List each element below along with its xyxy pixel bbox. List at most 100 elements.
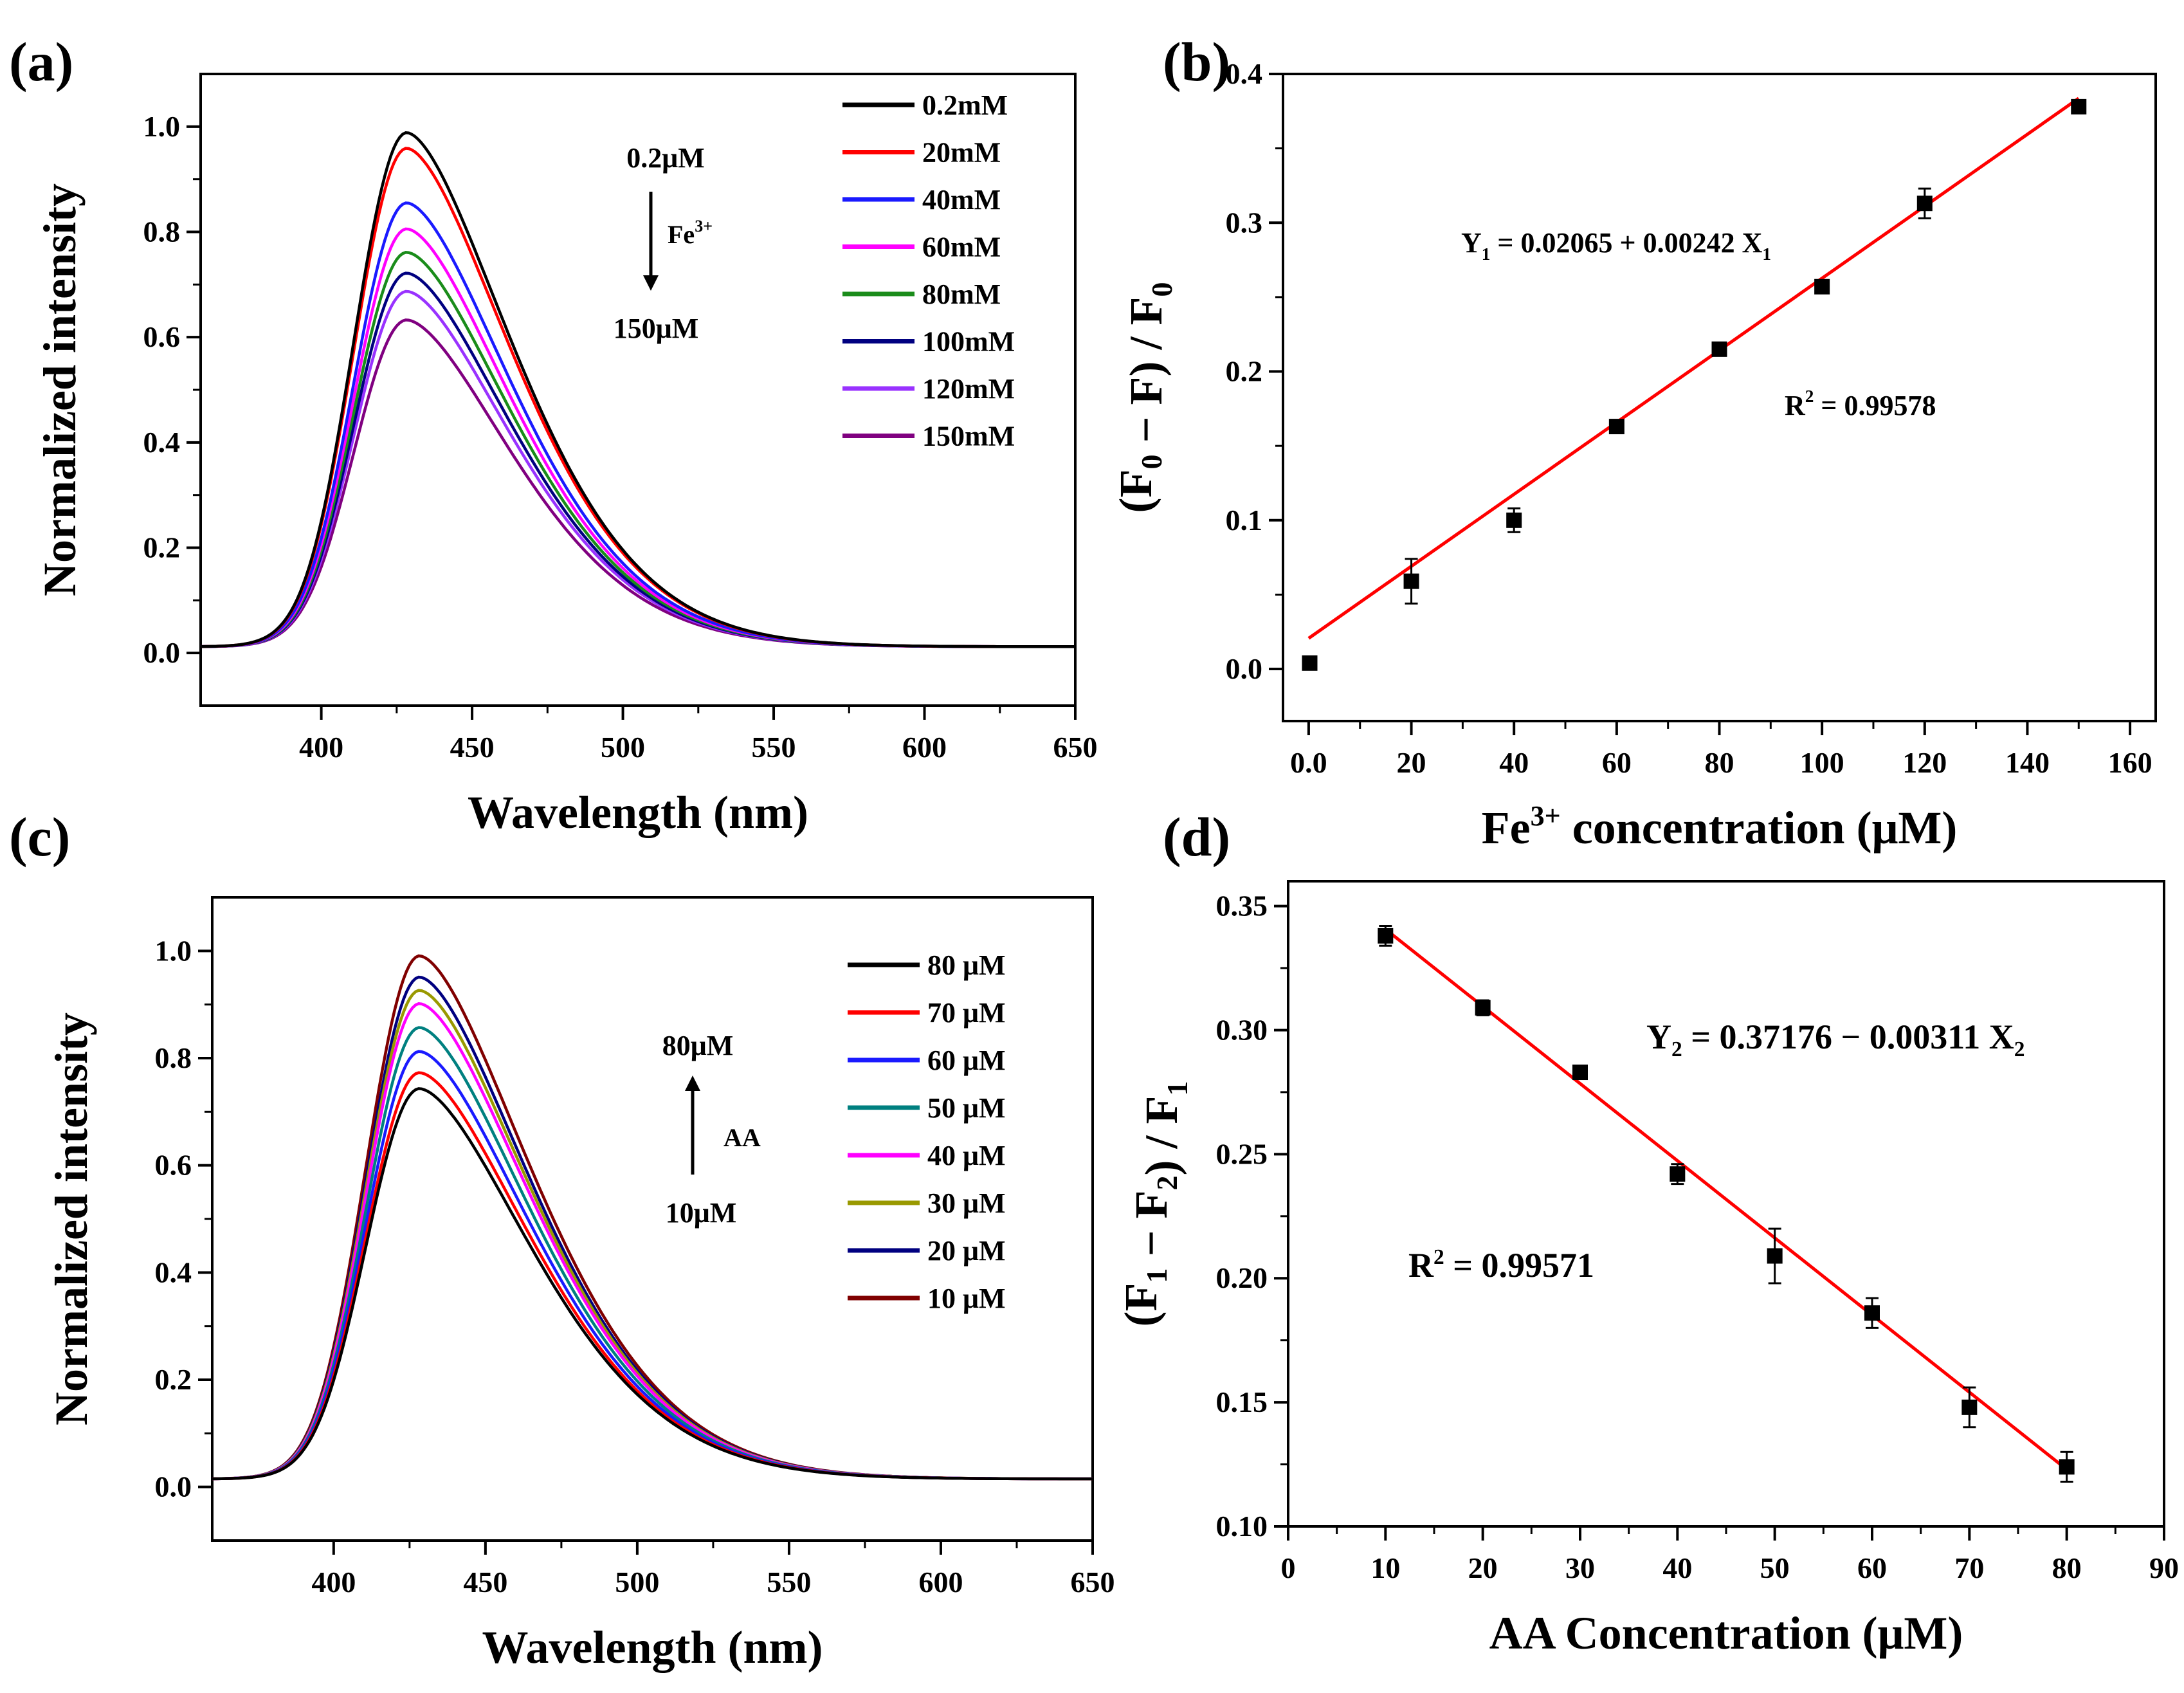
fit-line <box>1307 96 2080 640</box>
y-tick-label: 0.6 <box>143 320 181 353</box>
x-tick-label: 600 <box>902 731 947 764</box>
panel-label: (a) <box>9 31 73 93</box>
legend-label: 60mM <box>922 232 1001 263</box>
x-axis-title: Wavelength (nm) <box>468 787 808 838</box>
x-tick-label: 20 <box>1468 1551 1498 1584</box>
legend-label: 30 μM <box>927 1187 1005 1219</box>
fit-equation: Y2 = 0.37176 − 0.00311 X2 <box>1646 1018 2025 1061</box>
x-tick-label: 0 <box>1281 1551 1296 1584</box>
legend: 0.2mM 20mM 40mM 60mM 80mM 100mM 120mM 150mM <box>842 89 1015 452</box>
data-point <box>1916 196 1933 212</box>
panel-label: (d) <box>1163 806 1230 868</box>
legend-label: 60 μM <box>927 1045 1005 1076</box>
y-tick-label: 1.0 <box>155 934 192 967</box>
x-tick-label: 650 <box>1053 731 1098 764</box>
x-axis-title: Wavelength (nm) <box>482 1622 823 1673</box>
y-tick-label: 0.0 <box>1226 652 1263 685</box>
annotation-label: AA <box>723 1123 761 1152</box>
x-tick-label: 450 <box>463 1566 507 1598</box>
x-tick-label: 60 <box>1602 746 1632 779</box>
data-point <box>1767 1248 1783 1264</box>
data-point <box>1961 1399 1978 1415</box>
annotation-label: Fe3+ <box>668 217 713 249</box>
data-point <box>1711 341 1727 357</box>
y-tick-label: 0.2 <box>1226 355 1263 388</box>
r-squared: R2 = 0.99578 <box>1785 387 1936 421</box>
annotation-top: 80μM <box>662 1030 733 1061</box>
legend-label: 120mM <box>922 373 1015 405</box>
x-tick-label: 20 <box>1397 746 1426 779</box>
fit-equation: Y1 = 0.02065 + 0.00242 X1 <box>1461 227 1771 264</box>
series-line <box>201 131 1075 648</box>
data-point <box>2071 98 2087 114</box>
panel-b: (b) 0.0 20 40 60 80 100 120 140 160 0.0 0.1 0.2 0.3 0.… <box>1110 31 2157 854</box>
x-tick-label: 50 <box>1760 1551 1790 1584</box>
x-tick-label: 30 <box>1565 1551 1595 1584</box>
x-tick-label: 400 <box>299 731 343 764</box>
y-tick-label: 0.1 <box>1226 504 1263 536</box>
x-tick-label: 160 <box>2108 746 2152 779</box>
legend-label: 40mM <box>922 184 1001 215</box>
data-point <box>1302 655 1318 671</box>
y-tick-label: 0.4 <box>155 1256 192 1288</box>
x-tick-label: 60 <box>1857 1551 1887 1584</box>
x-tick-label: 650 <box>1071 1566 1115 1598</box>
panel-a: (a) 400 450 500 550 600 650 0.0 0.2 0.4 0.6 0.8 1.0 W… <box>9 31 1098 838</box>
annotation-top: 0.2μM <box>626 142 704 174</box>
series-line <box>201 318 1075 648</box>
legend-label: 40 μM <box>927 1140 1005 1171</box>
legend: 80 μM 70 μM 60 μM 50 μM 40 μM 30 μM 20 μM 10 μM <box>848 949 1005 1314</box>
plot-frame <box>211 896 1094 1542</box>
series-line <box>212 1087 1093 1481</box>
data-point <box>2059 1459 2075 1475</box>
x-tick-label: 0.0 <box>1290 746 1327 779</box>
series-line <box>212 1071 1093 1481</box>
x-tick-label: 400 <box>311 1566 356 1598</box>
y-tick-label: 0.8 <box>155 1041 192 1074</box>
y-tick-label: 0.30 <box>1216 1013 1268 1046</box>
legend-label: 50 μM <box>927 1092 1005 1124</box>
x-axis-title: AA Concentration (μM) <box>1489 1607 1963 1659</box>
legend-label: 150mM <box>922 421 1015 452</box>
y-tick-label: 1.0 <box>143 110 181 143</box>
panel-c: (c) 400 450 500 550 600 650 0.0 0.2 0.4 0.6 0.8 1.0 W… <box>9 806 1115 1673</box>
y-tick-label: 0.4 <box>1226 57 1263 90</box>
y-tick-label: 0.2 <box>155 1363 192 1396</box>
x-tick-label: 140 <box>2005 746 2050 779</box>
legend-label: 80mM <box>922 279 1001 310</box>
x-tick-label: 500 <box>615 1566 659 1598</box>
y-tick-label: 0.0 <box>155 1470 192 1503</box>
y-axis-title: (F1 − F2) / F1 <box>1115 1081 1194 1327</box>
legend-label: 0.2mM <box>922 89 1008 121</box>
y-tick-label: 0.0 <box>143 636 181 669</box>
legend-label: 100mM <box>922 326 1015 358</box>
x-tick-label: 100 <box>1800 746 1844 779</box>
data-point <box>1403 573 1419 589</box>
x-tick-label: 90 <box>2149 1551 2179 1584</box>
x-tick-label: 40 <box>1662 1551 1692 1584</box>
x-tick-label: 120 <box>1902 746 1947 779</box>
data-point <box>1670 1166 1686 1182</box>
legend-label: 80 μM <box>927 949 1005 981</box>
x-axis-title: Fe3+ concentration (μM) <box>1482 800 1958 854</box>
y-tick-label: 0.15 <box>1216 1386 1268 1418</box>
x-tick-label: 500 <box>601 731 645 764</box>
data-point <box>1506 512 1522 528</box>
y-tick-label: 0.3 <box>1226 206 1263 239</box>
y-tick-label: 0.4 <box>143 426 181 459</box>
panel-label: (c) <box>9 806 70 868</box>
annotation-arrow-head <box>643 275 659 291</box>
y-axis-title: Normalized intensity <box>46 1012 97 1425</box>
y-tick-label: 0.8 <box>143 215 181 248</box>
panel-d: (d) 0 10 20 30 40 50 60 70 80 90 0.10 0.15 0.20 0.25 0.… <box>1115 806 2179 1659</box>
x-tick-label: 450 <box>450 731 495 764</box>
plot-frame <box>1282 73 2157 722</box>
data-point <box>1864 1305 1880 1321</box>
fit-line <box>1384 928 2068 1471</box>
x-tick-label: 80 <box>1705 746 1734 779</box>
y-axis-title: (F0 − F) / F0 <box>1110 282 1178 513</box>
x-tick-label: 550 <box>752 731 796 764</box>
legend-label: 70 μM <box>927 997 1005 1029</box>
y-tick-label: 0.20 <box>1216 1261 1268 1294</box>
